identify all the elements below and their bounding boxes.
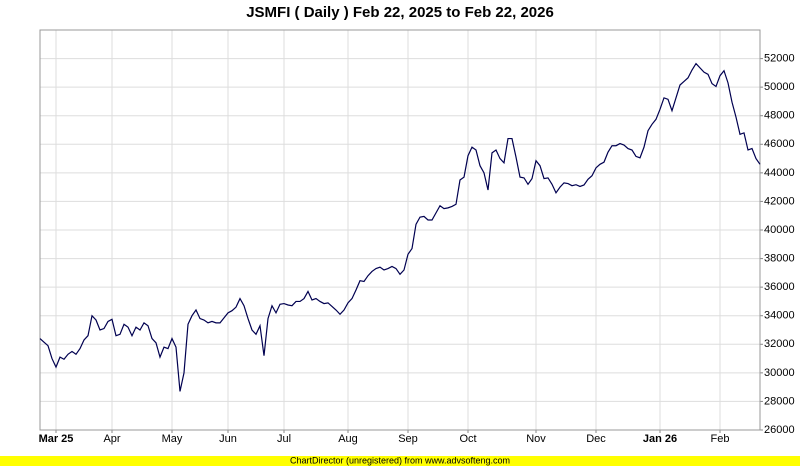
x-tick-label: May <box>162 433 183 445</box>
y-tick-label: 30000 <box>764 367 795 379</box>
y-tick-label: 32000 <box>764 338 795 350</box>
x-tick-label: Feb <box>711 433 730 445</box>
y-tick-label: 52000 <box>764 52 795 64</box>
y-tick-label: 50000 <box>764 81 795 93</box>
x-tick-label: Apr <box>103 433 120 445</box>
x-tick-label: Mar 25 <box>39 433 74 445</box>
y-tick-label: 40000 <box>764 224 795 236</box>
y-tick-label: 42000 <box>764 195 795 207</box>
x-tick-label: Dec <box>586 433 606 445</box>
price-line <box>39 62 761 392</box>
x-tick-label: Oct <box>459 433 476 445</box>
plot-border <box>39 29 761 431</box>
x-tick-label: Nov <box>526 433 546 445</box>
y-tick-label: 36000 <box>764 281 795 293</box>
footer-bar <box>0 456 800 466</box>
x-tick-label: Jan 26 <box>643 433 677 445</box>
y-tick-label: 44000 <box>764 167 795 179</box>
y-tick-label: 26000 <box>764 424 795 436</box>
footer: ChartDirector (unregistered) from www.ad… <box>290 455 510 465</box>
x-tick-label: Jun <box>219 433 237 445</box>
x-tick-label: Jul <box>277 433 291 445</box>
y-tick-label: 28000 <box>764 395 795 407</box>
y-tick-label: 46000 <box>764 138 795 150</box>
x-tick-label: Aug <box>338 433 358 445</box>
chart-title: JSMFI ( Daily ) Feb 22, 2025 to Feb 22, … <box>246 4 554 21</box>
y-tick-label: 48000 <box>764 110 795 122</box>
y-tick-label: 34000 <box>764 310 795 322</box>
y-tick-label: 38000 <box>764 252 795 264</box>
x-tick-label: Sep <box>398 433 418 445</box>
